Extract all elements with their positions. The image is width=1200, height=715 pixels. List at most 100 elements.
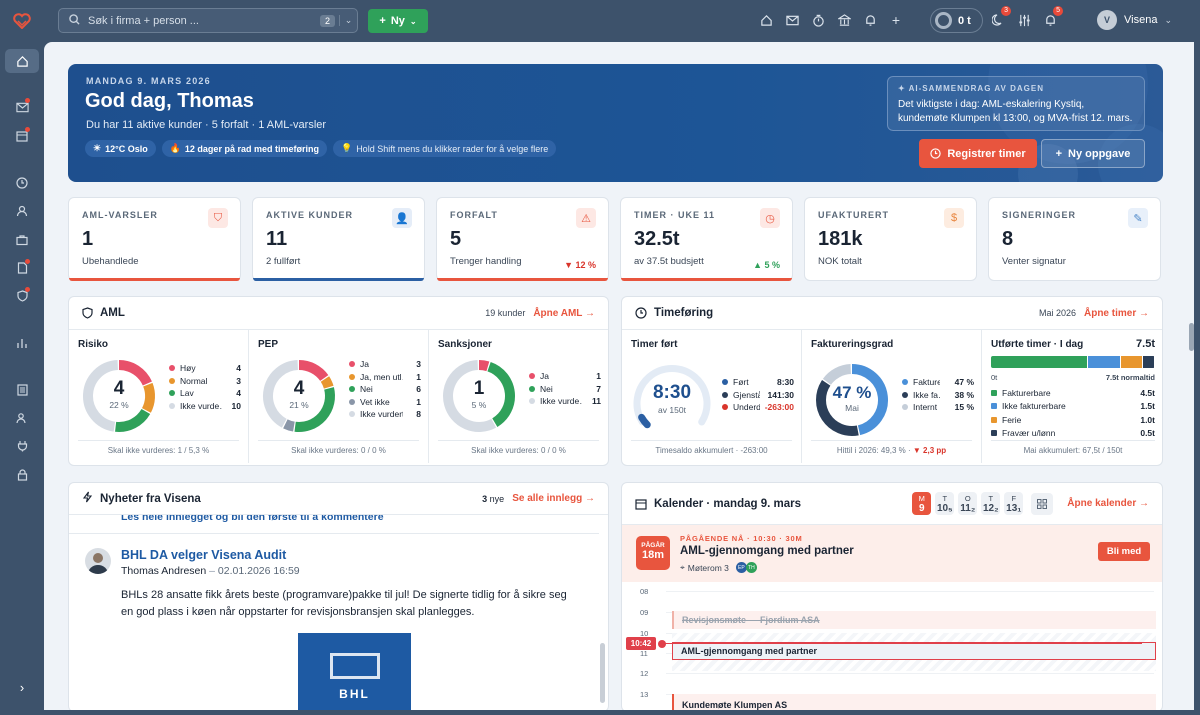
day-chip[interactable]: T 12₂ bbox=[981, 492, 1001, 515]
hours-today-section: Utførte timer · I dag 7.5t 0t 7.5t norma… bbox=[982, 330, 1162, 463]
sidebar-item-aml[interactable] bbox=[5, 284, 39, 308]
donut-slice bbox=[478, 360, 490, 372]
billing-rate-title: Faktureringsgrad bbox=[811, 339, 894, 350]
legend-item[interactable]: Internt 15 % bbox=[902, 401, 974, 414]
day-chip[interactable]: O 11₂ bbox=[958, 492, 978, 515]
legend-item[interactable]: Nei 7 bbox=[529, 383, 601, 396]
calendar-event[interactable]: Kundemøte Klumpen AS bbox=[672, 694, 1156, 710]
stat-card[interactable]: TIMER · UKE 11 32.5t av 37.5t budsjett ◷ ▲ 5… bbox=[620, 197, 793, 281]
legend-item[interactable]: Ikke vurde… 10 bbox=[169, 400, 241, 413]
register-hours-button[interactable]: Registrer timer bbox=[919, 139, 1037, 168]
open-timer-link[interactable]: Åpne timer → bbox=[1083, 307, 1149, 319]
warning-icon: ⚠ bbox=[576, 208, 596, 228]
now-badge-label: PÅGÅR bbox=[641, 542, 665, 549]
document-icon bbox=[17, 262, 27, 274]
timer-toggle[interactable]: 0 t bbox=[930, 8, 983, 33]
user-menu[interactable]: V Visena ⌄ bbox=[1097, 10, 1172, 30]
sidebar-item-home[interactable] bbox=[5, 49, 39, 73]
sidebar-item-time[interactable] bbox=[5, 171, 39, 195]
now-badge: PÅGÅR 18m bbox=[636, 536, 670, 570]
legend-item[interactable]: Ikke fa… 38 % bbox=[902, 389, 974, 402]
sidebar-item-documents[interactable] bbox=[5, 256, 39, 280]
legend-item[interactable]: Lav 4 bbox=[169, 387, 241, 400]
open-calendar-link[interactable]: Åpne kalender → bbox=[1067, 498, 1149, 509]
open-aml-link[interactable]: Åpne AML → bbox=[533, 307, 595, 319]
sidebar-item-users[interactable] bbox=[5, 406, 39, 430]
grid-view-icon[interactable] bbox=[1031, 492, 1054, 515]
see-all-posts-link[interactable]: Se alle innlegg → bbox=[512, 493, 595, 504]
sliders-icon[interactable] bbox=[1016, 11, 1032, 29]
stat-card[interactable]: SIGNERINGER 8 Venter signatur ✎ bbox=[988, 197, 1161, 281]
legend-label: Ikke vurdert bbox=[360, 409, 403, 420]
legend-item[interactable]: Høy 4 bbox=[169, 362, 241, 375]
sidebar-item-clients[interactable] bbox=[5, 228, 39, 252]
hour-gridline bbox=[666, 591, 1154, 592]
stat-card[interactable]: UFAKTURERT 181k NOK totalt $ bbox=[804, 197, 977, 281]
stat-label: TIMER · UKE 11 bbox=[634, 210, 716, 220]
new-task-button[interactable]: + Ny oppgave bbox=[1041, 139, 1145, 168]
current-event-banner[interactable]: PÅGÅR 18m PÅGÅENDE NÅ · 10:30 · 30M AML-… bbox=[622, 525, 1162, 582]
stat-card[interactable]: AML-VARSLER 1 Ubehandlede ⛉ bbox=[68, 197, 241, 281]
sidebar-item-calendar[interactable] bbox=[5, 124, 39, 148]
sidebar-item-mail[interactable] bbox=[5, 95, 39, 119]
stat-value: 8 bbox=[1002, 228, 1014, 250]
moon-icon[interactable]: 3 bbox=[990, 6, 1011, 29]
aml-panel: AML 19 kunder Åpne AML → Risiko 4 22 % Høy 4 N… bbox=[68, 296, 609, 466]
legend-item[interactable]: Fakture… 47 % bbox=[902, 376, 974, 389]
mail-icon[interactable] bbox=[784, 11, 800, 29]
sidebar-item-ledger[interactable] bbox=[5, 378, 39, 402]
legend-item[interactable]: Normal 3 bbox=[169, 375, 241, 388]
legend-label: Ferie bbox=[1002, 414, 1022, 425]
new-button[interactable]: + Ny ⌄ bbox=[368, 9, 428, 33]
legend-item[interactable]: Gjenstår 141:30 bbox=[722, 389, 794, 402]
legend-item[interactable]: Ført 8:30 bbox=[722, 376, 794, 389]
legend-item[interactable]: Ja, men utl… 1 bbox=[349, 371, 421, 384]
legend-item[interactable]: Ja 1 bbox=[529, 370, 601, 383]
previous-post-link[interactable]: Les hele innlegget og bli den første til… bbox=[121, 515, 384, 523]
legend-item[interactable]: Ferie 1.0t bbox=[991, 413, 1155, 427]
chevron-down-icon: ⌄ bbox=[1164, 14, 1172, 25]
join-button[interactable]: Bli med bbox=[1098, 542, 1150, 561]
visena-logo[interactable] bbox=[0, 0, 44, 42]
stat-card[interactable]: FORFALT 5 Trenger handling ⚠ ▼ 12 % bbox=[436, 197, 609, 281]
legend-dot bbox=[169, 402, 175, 409]
calendar-event-past[interactable]: Revisjonsmøte — Fjordium ASA bbox=[672, 611, 1156, 629]
sidebar-item-reports[interactable] bbox=[5, 331, 39, 355]
home-icon[interactable] bbox=[758, 11, 774, 29]
billing-foot-trend: ▼ 2,3 pp bbox=[912, 446, 947, 455]
legend-item[interactable]: Ja 3 bbox=[349, 358, 421, 371]
notification-bell-icon[interactable]: 5 bbox=[1042, 6, 1063, 29]
legend-item[interactable]: Ikke fakturerbare 1.5t bbox=[991, 400, 1155, 414]
sidebar-item-contacts[interactable] bbox=[5, 199, 39, 223]
legend-item[interactable]: Vet ikke 1 bbox=[349, 396, 421, 409]
legend-item[interactable]: Fravær u/lønn 0.5t bbox=[991, 427, 1155, 441]
mail-icon bbox=[15, 102, 29, 112]
sidebar-expand-button[interactable]: › bbox=[5, 675, 39, 699]
legend-item[interactable]: Fakturerbare 4.5t bbox=[991, 386, 1155, 400]
sidebar-item-integrations[interactable] bbox=[5, 434, 39, 458]
calendar-event-current[interactable]: AML-gjennomgang med partner bbox=[672, 642, 1156, 660]
legend-dot bbox=[722, 391, 728, 398]
day-chip[interactable]: T 10₅ bbox=[935, 492, 955, 515]
day-letter: T bbox=[988, 494, 994, 503]
user-icon: 👤 bbox=[392, 208, 412, 228]
chevron-down-icon[interactable]: ⌄ bbox=[339, 15, 357, 26]
legend-item[interactable]: Underdekn. -263:00 bbox=[722, 401, 794, 414]
bank-icon[interactable] bbox=[836, 11, 852, 29]
stat-card[interactable]: AKTIVE KUNDER 11 2 fullført 👤 bbox=[252, 197, 425, 281]
bell-icon[interactable] bbox=[862, 11, 878, 29]
search-input[interactable]: Søk i firma + person ... 2 ⌄ bbox=[58, 8, 358, 33]
day-chip[interactable]: F 13₁ bbox=[1004, 492, 1024, 515]
legend-item[interactable]: Nei 6 bbox=[349, 383, 421, 396]
post-title[interactable]: BHL DA velger Visena Audit bbox=[121, 548, 287, 562]
legend-item[interactable]: Ikke vurdert 8 bbox=[349, 408, 421, 421]
stopwatch-icon[interactable] bbox=[810, 11, 826, 29]
news-scrollbar[interactable] bbox=[600, 643, 605, 703]
page-scrollbar[interactable] bbox=[1189, 323, 1194, 351]
legend-item[interactable]: Ikke vurde… 11 bbox=[529, 395, 601, 408]
sidebar-item-security[interactable] bbox=[5, 463, 39, 487]
plus-icon[interactable]: + bbox=[891, 12, 901, 28]
hour-label: 11 bbox=[640, 649, 648, 658]
